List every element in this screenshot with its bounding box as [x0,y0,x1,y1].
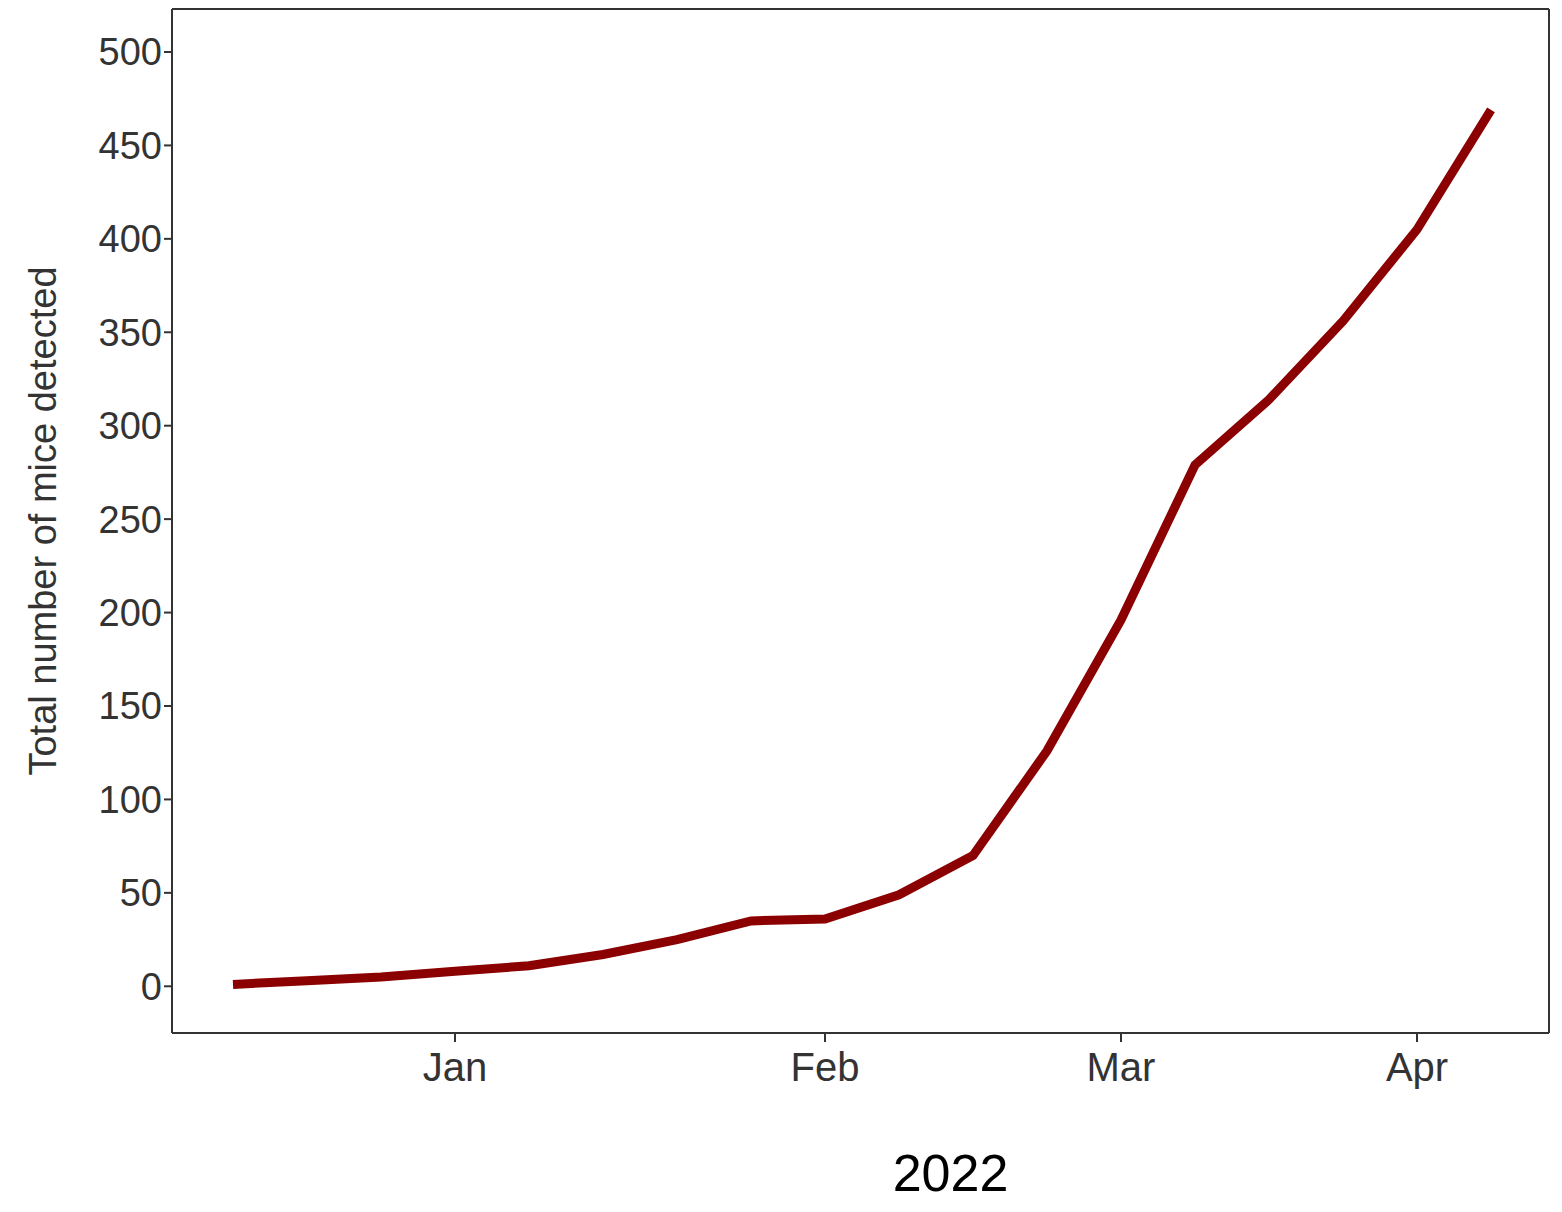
svg-text:450: 450 [99,125,162,167]
svg-text:150: 150 [99,685,162,727]
svg-text:500: 500 [99,31,162,73]
svg-text:Jan: Jan [423,1045,488,1089]
svg-text:350: 350 [99,312,162,354]
svg-text:400: 400 [99,218,162,260]
svg-text:Mar: Mar [1087,1045,1156,1089]
svg-text:Feb: Feb [791,1045,860,1089]
svg-text:0: 0 [141,966,162,1008]
svg-text:300: 300 [99,405,162,447]
svg-text:Apr: Apr [1386,1045,1448,1089]
svg-text:2022: 2022 [893,1144,1009,1202]
svg-text:250: 250 [99,499,162,541]
svg-text:100: 100 [99,779,162,821]
svg-text:200: 200 [99,592,162,634]
svg-text:50: 50 [120,872,162,914]
svg-text:Total number of mice detected: Total number of mice detected [22,266,64,775]
